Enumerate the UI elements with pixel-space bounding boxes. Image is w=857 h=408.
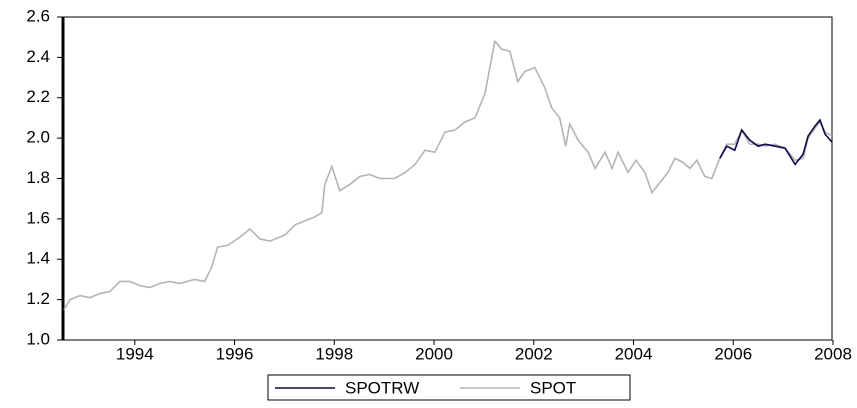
y-tick-label: 1.8 <box>26 168 50 187</box>
x-tick-label: 2008 <box>814 344 852 363</box>
y-tick-label: 1.6 <box>26 208 50 227</box>
x-tick-label: 1996 <box>216 344 254 363</box>
y-tick-label: 2.4 <box>26 47 50 66</box>
x-tick-label: 2002 <box>515 344 553 363</box>
legend-box <box>267 374 631 401</box>
legend-label: SPOTRW <box>345 378 419 397</box>
y-tick-label: 1.0 <box>26 329 50 348</box>
y-tick-label: 2.6 <box>26 6 50 25</box>
x-tick-label: 1994 <box>116 344 154 363</box>
y-tick-label: 2.0 <box>26 128 50 147</box>
x-tick-label: 1998 <box>315 344 353 363</box>
x-tick-label: 2000 <box>415 344 453 363</box>
series-line <box>63 39 833 311</box>
x-tick-label: 2004 <box>615 344 653 363</box>
y-tick-label: 1.2 <box>26 289 50 308</box>
y-tick-label: 2.2 <box>26 87 50 106</box>
x-tick-label: 2006 <box>714 344 752 363</box>
legend-label: SPOT <box>530 378 576 397</box>
series-line <box>719 118 833 166</box>
plot-frame <box>61 16 833 341</box>
y-tick-label: 1.4 <box>26 249 50 268</box>
